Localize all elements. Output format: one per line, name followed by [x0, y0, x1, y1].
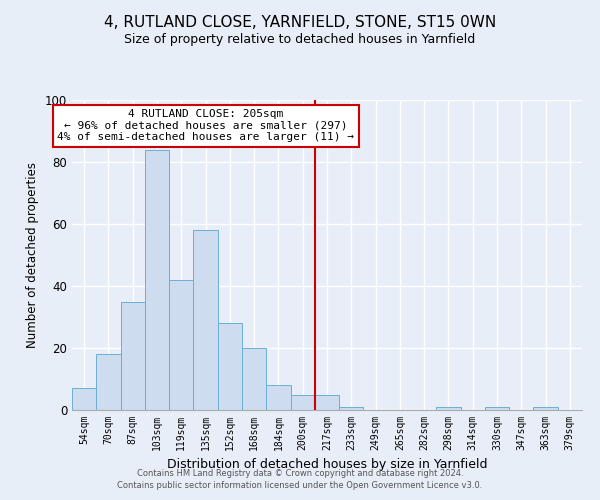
Bar: [145, 150, 169, 410]
Bar: [96, 354, 121, 410]
Bar: [315, 394, 339, 410]
Bar: [193, 230, 218, 410]
Bar: [485, 407, 509, 410]
Text: Contains HM Land Registry data © Crown copyright and database right 2024.
Contai: Contains HM Land Registry data © Crown c…: [118, 468, 482, 490]
Bar: [533, 407, 558, 410]
Text: 4, RUTLAND CLOSE, YARNFIELD, STONE, ST15 0WN: 4, RUTLAND CLOSE, YARNFIELD, STONE, ST15…: [104, 15, 496, 30]
Text: 4 RUTLAND CLOSE: 205sqm
← 96% of detached houses are smaller (297)
4% of semi-de: 4 RUTLAND CLOSE: 205sqm ← 96% of detache…: [57, 110, 354, 142]
Bar: [72, 388, 96, 410]
X-axis label: Distribution of detached houses by size in Yarnfield: Distribution of detached houses by size …: [167, 458, 487, 471]
Bar: [169, 280, 193, 410]
Bar: [242, 348, 266, 410]
Bar: [339, 407, 364, 410]
Bar: [266, 385, 290, 410]
Y-axis label: Number of detached properties: Number of detached properties: [26, 162, 40, 348]
Bar: [218, 323, 242, 410]
Bar: [121, 302, 145, 410]
Bar: [436, 407, 461, 410]
Text: Size of property relative to detached houses in Yarnfield: Size of property relative to detached ho…: [124, 32, 476, 46]
Bar: [290, 394, 315, 410]
